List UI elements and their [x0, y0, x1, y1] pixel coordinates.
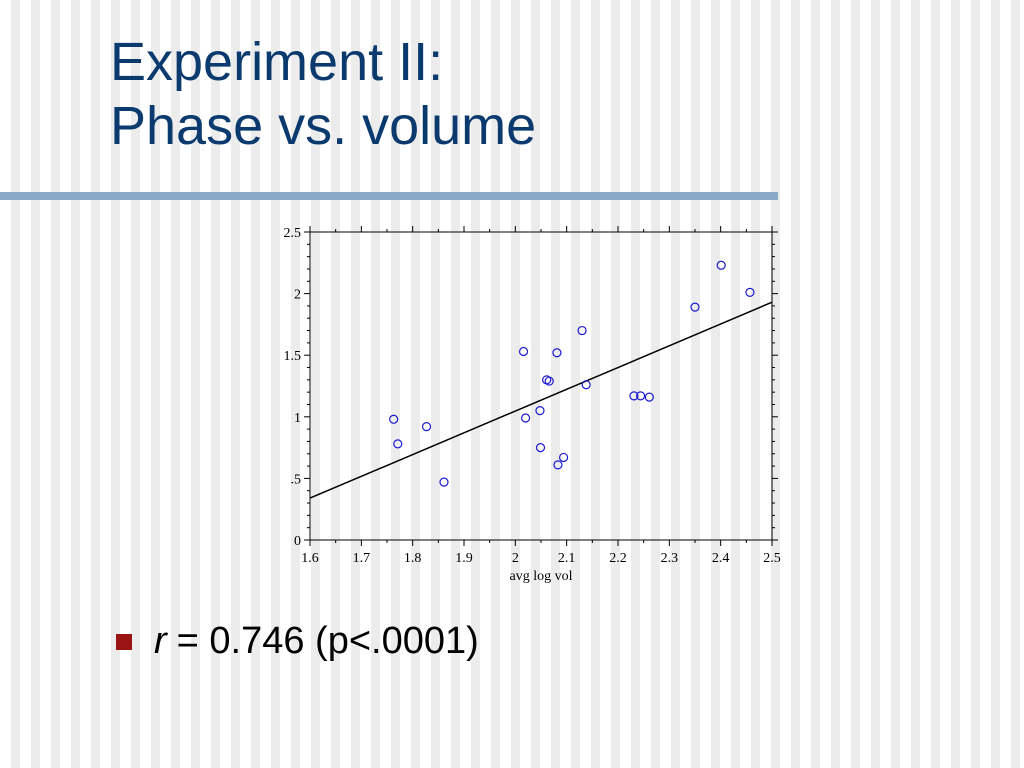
data-point — [644, 392, 654, 402]
regression-line — [309, 301, 773, 499]
data-point — [716, 260, 726, 270]
data-point — [421, 422, 432, 432]
slide-title-line-2: Phase vs. volume — [110, 96, 537, 156]
data-point — [581, 380, 591, 390]
x-tick-label: 2.4 — [712, 551, 730, 566]
slide-title-line-1: Experiment II: — [110, 32, 444, 92]
data-point — [393, 439, 403, 449]
data-point — [552, 348, 562, 358]
slide-title: Experiment II: Phase vs. volume — [110, 30, 536, 158]
x-tick-label: 1.6 — [301, 551, 319, 566]
data-point — [629, 391, 639, 401]
x-tick-label: 2.3 — [661, 551, 679, 566]
scatter-chart: 1.6 1.7 1.8 1.9 2 2.1 2.2 2.3 2.4 2.5 0 .5 1 1.5 2 2.5 a… — [284, 226, 781, 584]
data-point — [577, 325, 587, 336]
y-tick-label: 1.5 — [284, 349, 302, 364]
bullet-text: = 0.746 (p<.0001) — [176, 620, 479, 662]
data-point — [690, 302, 700, 312]
x-tick-label: 1.8 — [404, 551, 422, 566]
x-tick-label: 1.9 — [455, 551, 473, 566]
x-tick-label: 1.7 — [353, 551, 371, 566]
data-point — [389, 414, 399, 424]
title-divider — [0, 192, 778, 200]
y-tick-label: 0 — [294, 534, 301, 549]
data-point — [439, 477, 449, 487]
bullet-item: r = 0.746 (p<.0001) — [116, 620, 479, 663]
data-point — [635, 391, 646, 401]
x-tick-label: 2 — [512, 551, 519, 566]
data-point — [745, 287, 755, 297]
x-axis-label: avg log vol — [510, 569, 573, 584]
bullet-variable: r — [154, 620, 167, 662]
bullet-square-icon — [116, 633, 132, 650]
plot-frame — [309, 231, 773, 541]
y-tick-label: 1 — [294, 411, 301, 426]
data-point — [521, 413, 531, 423]
y-tick-label: 2 — [294, 288, 301, 303]
data-point — [553, 460, 563, 470]
y-tick-label: .5 — [291, 472, 302, 487]
data-point — [544, 376, 554, 386]
data-point — [518, 346, 529, 357]
data-point — [535, 406, 545, 416]
y-tick-label: 2.5 — [284, 226, 302, 241]
x-tick-label: 2.1 — [558, 551, 576, 566]
data-point — [558, 452, 569, 463]
data-point — [535, 443, 546, 453]
x-tick-label: 2.2 — [609, 551, 627, 566]
x-tick-label: 2.5 — [763, 551, 781, 566]
